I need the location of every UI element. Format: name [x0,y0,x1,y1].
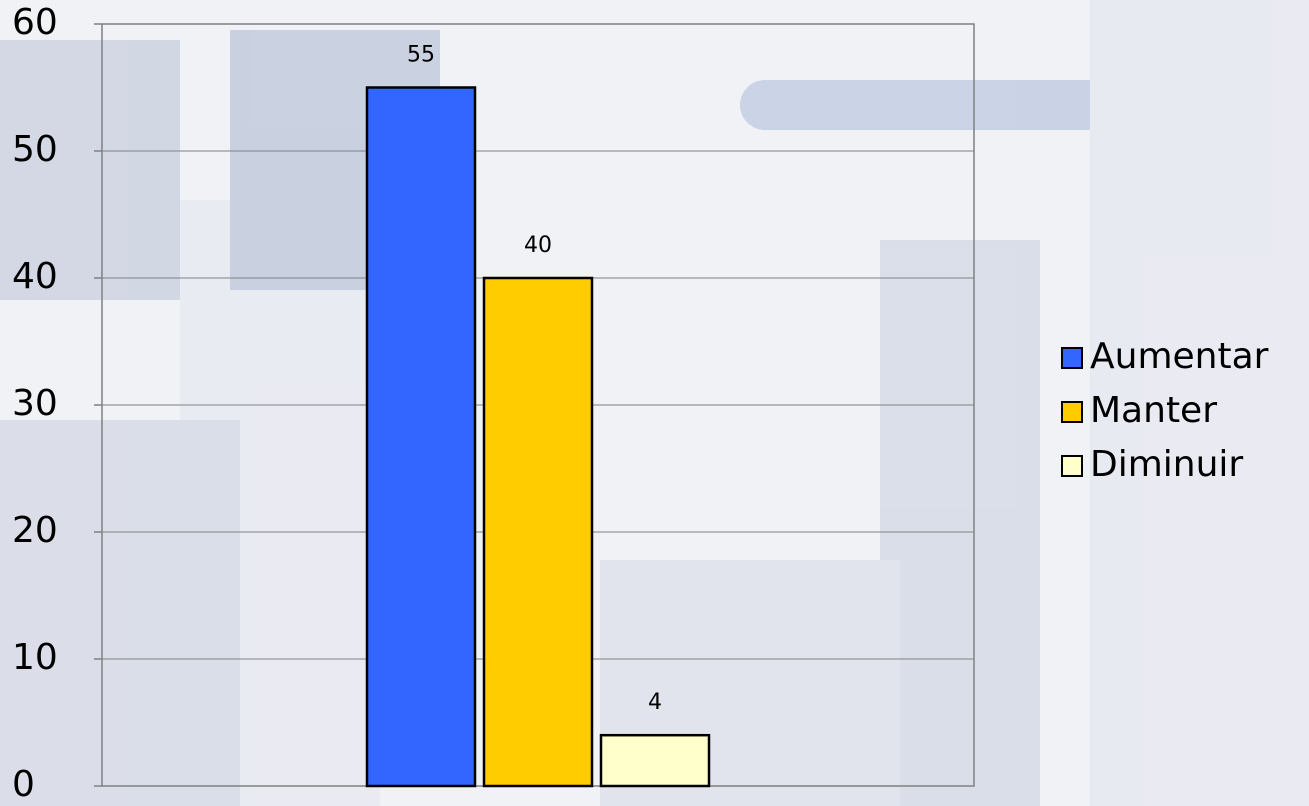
y-tick-label: 50 [12,129,58,170]
bar [599,733,711,788]
y-tick-label: 20 [12,510,58,551]
y-tick-label: 0 [12,764,35,805]
data-label: 40 [524,233,552,258]
legend-label: Aumentar [1090,336,1269,377]
bar [482,276,594,788]
legend-swatch [1061,455,1083,477]
legend-swatch [1061,401,1083,423]
data-label: 4 [648,690,662,715]
legend-label: Manter [1090,390,1217,431]
data-label: 55 [407,43,435,68]
y-tick-label: 40 [12,256,58,297]
y-tick-label: 60 [12,2,58,43]
legend-label: Diminuir [1090,444,1243,485]
y-tick-label: 30 [12,383,58,424]
y-tick-label: 10 [12,637,58,678]
bar [365,86,477,788]
legend-swatch [1061,347,1083,369]
